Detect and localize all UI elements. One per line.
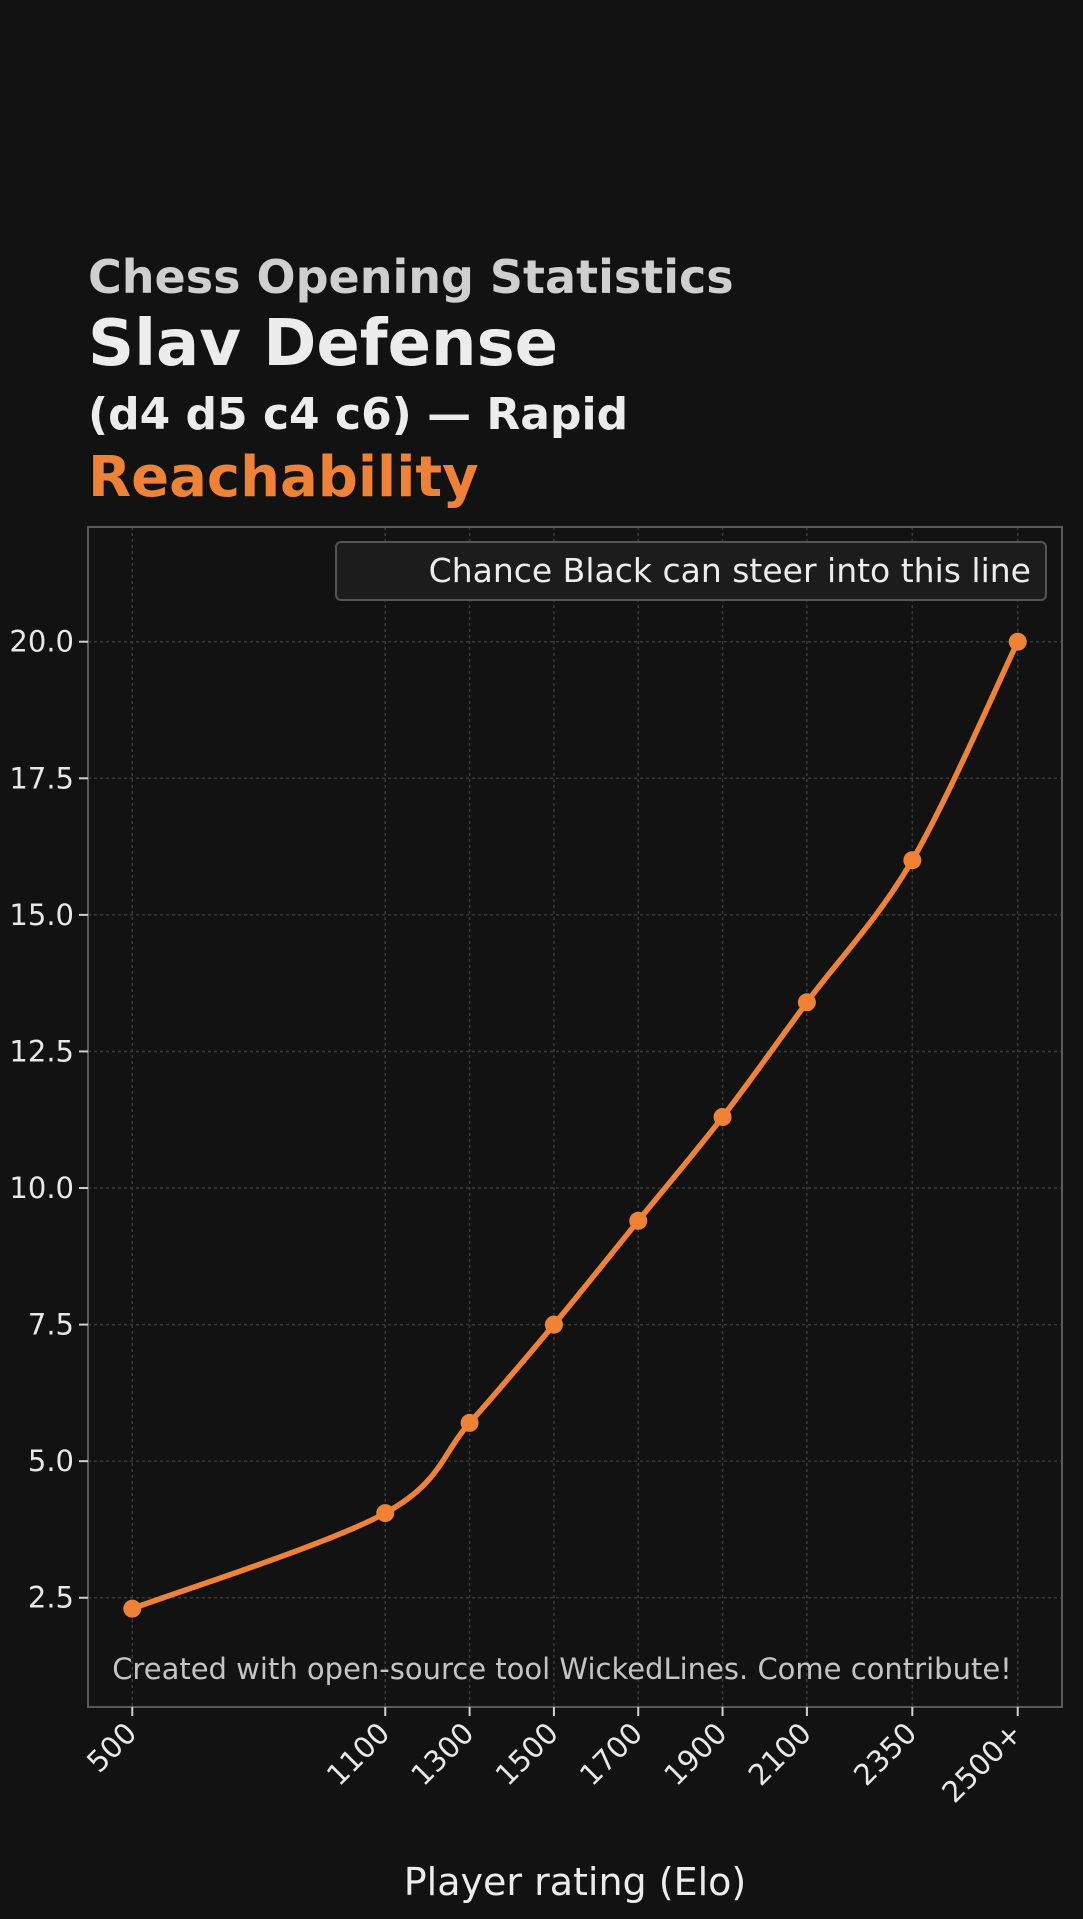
chart-metric-title: Reachability — [88, 445, 479, 510]
y-tick-label: 5.0 — [28, 1444, 74, 1478]
chart-subtitle: (d4 d5 c4 c6) — Rapid — [88, 389, 628, 440]
data-point — [1008, 632, 1027, 651]
data-points — [123, 632, 1027, 1618]
y-tick-label: 15.0 — [9, 898, 74, 932]
x-tick-label: 1700 — [573, 1716, 649, 1792]
x-tick-label: 1500 — [489, 1716, 565, 1792]
legend-box — [335, 541, 1047, 601]
x-tick-label: 1900 — [657, 1716, 733, 1792]
grid-lines — [88, 527, 1062, 1707]
data-point — [123, 1599, 142, 1618]
credit-note: Created with open-source tool WickedLine… — [112, 1652, 1012, 1686]
data-point — [460, 1413, 479, 1432]
x-tick-label: 1100 — [320, 1716, 396, 1792]
y-tick-label: 20.0 — [9, 625, 74, 659]
data-point — [713, 1108, 732, 1126]
x-axis: 500 1100 1300 1500 1700 1900 2100 2350 2500+ — [80, 1707, 1029, 1809]
series-line — [129, 638, 1021, 1612]
x-tick-label: 500 — [80, 1716, 143, 1779]
data-point — [797, 993, 816, 1012]
y-tick-label: 12.5 — [9, 1034, 74, 1068]
x-tick-label: 2100 — [742, 1716, 818, 1792]
y-tick-label: 17.5 — [9, 761, 74, 795]
chart-title: Slav Defense — [88, 307, 558, 381]
y-axis: 2.5 5.0 7.5 10.0 12.5 15.0 17.5 20.0 — [9, 625, 88, 1615]
plot-frame — [87, 526, 1063, 1708]
data-point — [629, 1211, 648, 1230]
x-tick-label: 1300 — [404, 1716, 480, 1792]
data-point — [376, 1504, 395, 1523]
legend: Chance Black can steer into this line — [335, 541, 1047, 601]
chart-supertitle: Chess Opening Statistics — [88, 250, 734, 304]
y-tick-label: 10.0 — [9, 1171, 74, 1205]
y-tick-label: 2.5 — [28, 1581, 74, 1615]
data-point — [903, 851, 922, 870]
x-tick-label: 2350 — [847, 1716, 923, 1792]
y-tick-label: 7.5 — [28, 1308, 74, 1342]
legend-entry: Chance Black can steer into this line — [429, 551, 1031, 590]
x-tick-label: 2500+ — [935, 1716, 1028, 1809]
x-axis-label: Player rating (Elo) — [404, 1860, 746, 1904]
data-point — [544, 1315, 563, 1334]
